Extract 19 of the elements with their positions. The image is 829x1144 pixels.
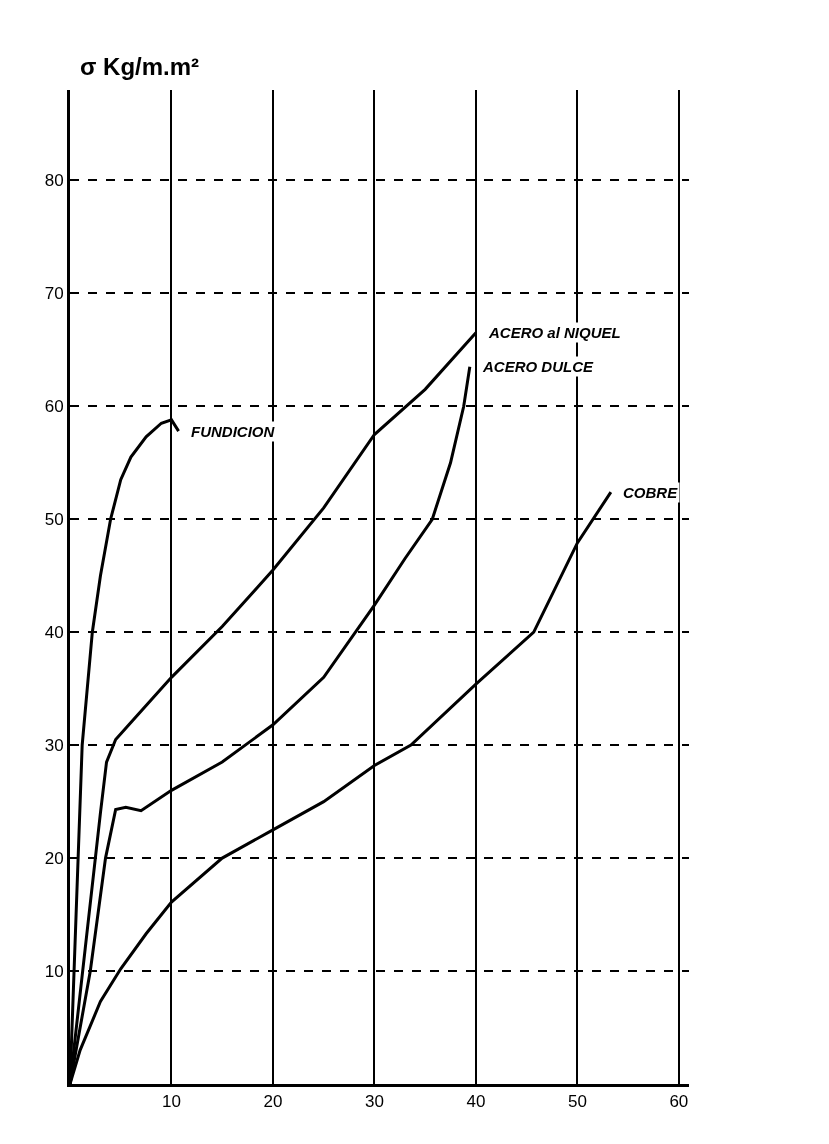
y-tick-label: 80 bbox=[44, 171, 64, 191]
y-tick-label: 40 bbox=[44, 623, 64, 643]
series-label: ACERO DULCE bbox=[482, 358, 594, 375]
x-tick-label: 20 bbox=[263, 1092, 283, 1112]
x-tick-label: 40 bbox=[466, 1092, 486, 1112]
x-tick-label: 10 bbox=[162, 1092, 181, 1112]
series-label: COBRE bbox=[623, 484, 679, 501]
series-label: FUNDICION bbox=[191, 423, 276, 440]
y-tick-label: 70 bbox=[44, 284, 64, 304]
y-tick-label: 50 bbox=[44, 510, 64, 530]
y-tick-label: 30 bbox=[44, 736, 64, 756]
y-tick-label: 60 bbox=[44, 397, 64, 417]
y-tick-label: 20 bbox=[44, 849, 64, 869]
series-label: ACERO al NIQUEL bbox=[488, 324, 621, 341]
x-tick-label: 50 bbox=[567, 1092, 587, 1112]
x-tick-label: 60 bbox=[669, 1092, 689, 1112]
x-tick-label: 30 bbox=[364, 1092, 384, 1112]
y-axis-title: σ Kg/m.m² bbox=[80, 53, 200, 80]
y-tick-label: 10 bbox=[44, 962, 64, 981]
